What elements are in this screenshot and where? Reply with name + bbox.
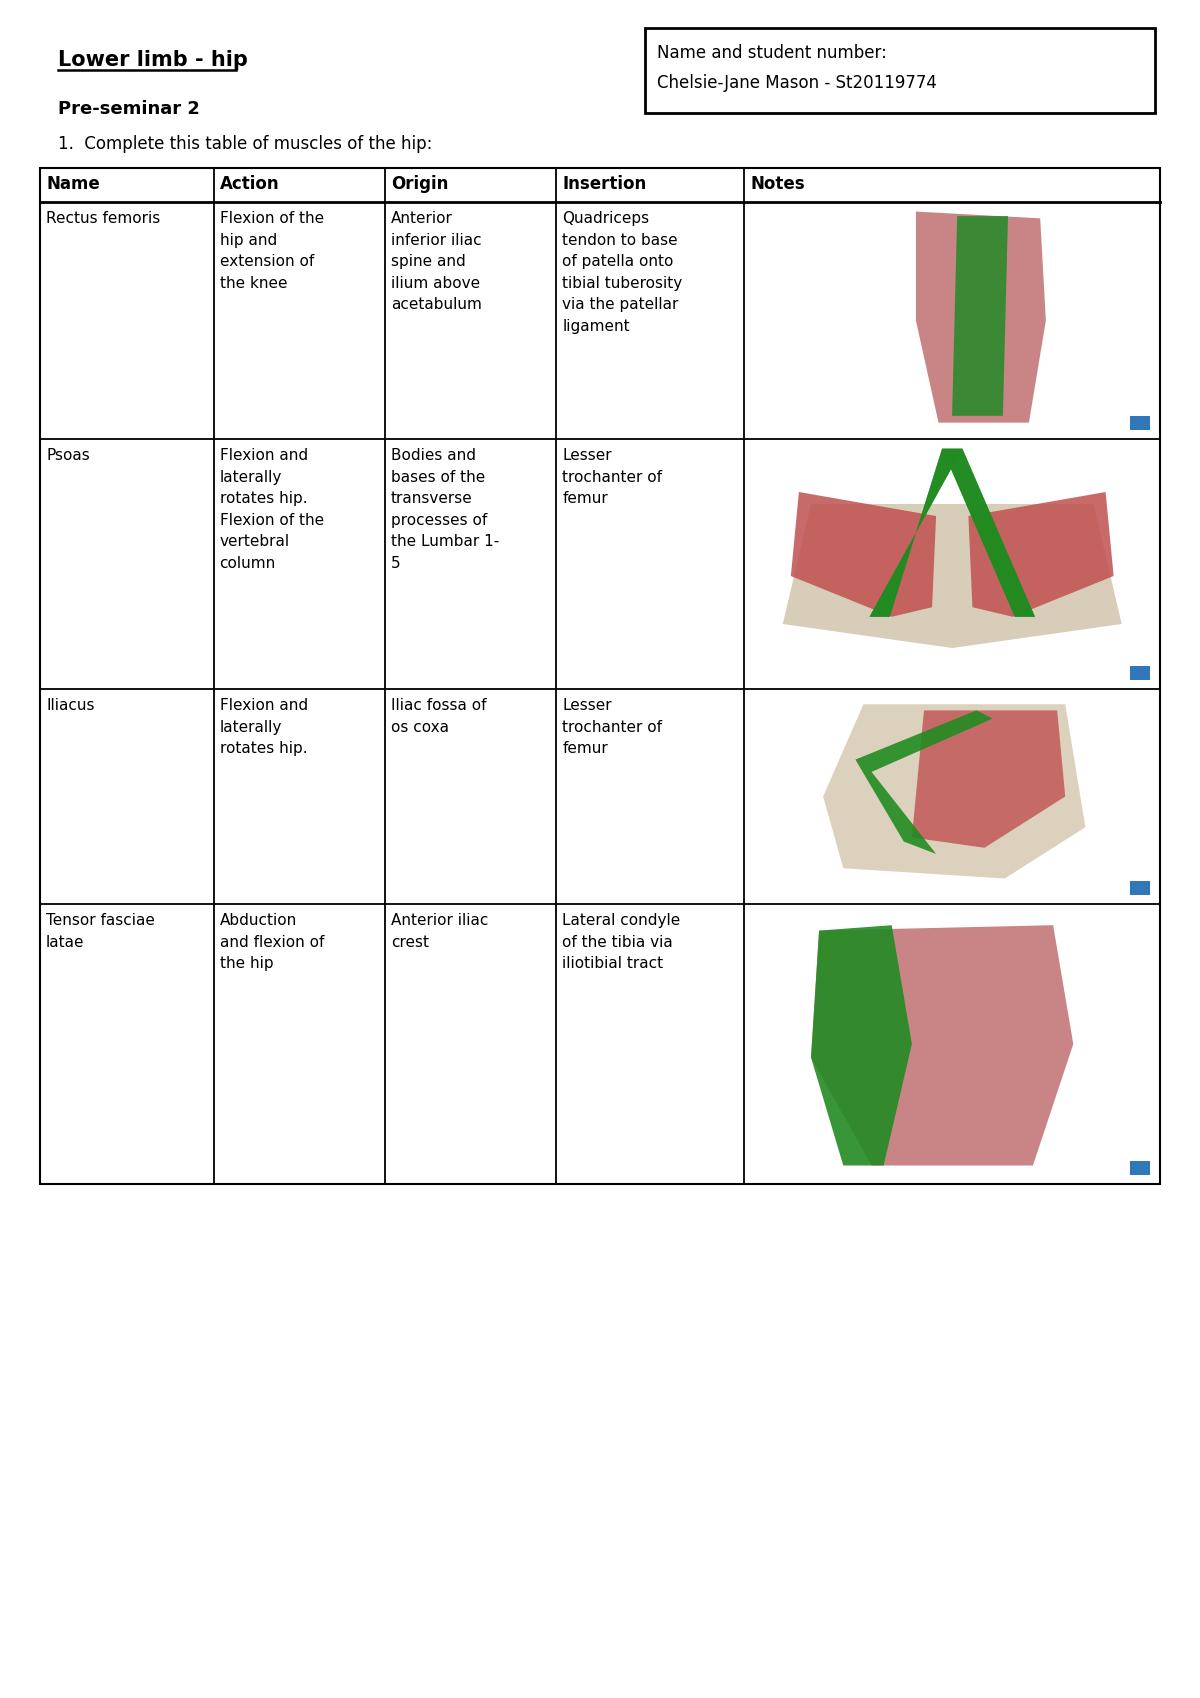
Polygon shape	[912, 710, 1066, 847]
Polygon shape	[942, 448, 1034, 616]
Polygon shape	[968, 492, 1114, 616]
Text: Iliac fossa of
os coxa: Iliac fossa of os coxa	[391, 698, 486, 735]
Text: Chelsie-Jane Mason - St20119774: Chelsie-Jane Mason - St20119774	[658, 75, 937, 92]
Text: Insertion: Insertion	[563, 175, 647, 194]
Bar	[646, 27, 1154, 114]
Bar	[750, 694, 1154, 898]
Polygon shape	[856, 710, 992, 854]
Text: Flexion and
laterally
rotates hip.: Flexion and laterally rotates hip.	[220, 698, 307, 756]
Bar	[1130, 666, 1150, 679]
Bar	[1130, 416, 1150, 430]
Bar	[1130, 881, 1150, 895]
Polygon shape	[870, 448, 962, 616]
Text: Notes: Notes	[750, 175, 805, 194]
Text: Lateral condyle
of the tibia via
iliotibial tract: Lateral condyle of the tibia via iliotib…	[563, 914, 680, 971]
Polygon shape	[823, 705, 1086, 878]
Bar	[1130, 1161, 1150, 1175]
Bar	[750, 207, 1154, 435]
Polygon shape	[811, 925, 912, 1165]
Text: Action: Action	[220, 175, 280, 194]
Text: Anterior iliac
crest: Anterior iliac crest	[391, 914, 488, 949]
Text: Psoas: Psoas	[46, 448, 90, 464]
Text: Iliacus: Iliacus	[46, 698, 95, 713]
Text: Name and student number:: Name and student number:	[658, 44, 887, 63]
Text: Tensor fasciae
latae: Tensor fasciae latae	[46, 914, 155, 949]
Bar	[40, 168, 1160, 1184]
Polygon shape	[942, 448, 1034, 616]
Text: Anterior
inferior iliac
spine and
ilium above
acetabulum: Anterior inferior iliac spine and ilium …	[391, 211, 482, 312]
Text: Rectus femoris: Rectus femoris	[46, 211, 161, 226]
Text: 1.  Complete this table of muscles of the hip:: 1. Complete this table of muscles of the…	[58, 136, 432, 153]
Text: Lesser
trochanter of
femur: Lesser trochanter of femur	[563, 698, 662, 756]
Polygon shape	[811, 925, 1073, 1165]
Polygon shape	[952, 216, 1008, 416]
Polygon shape	[791, 492, 936, 616]
Text: Abduction
and flexion of
the hip: Abduction and flexion of the hip	[220, 914, 324, 971]
Text: Origin: Origin	[391, 175, 449, 194]
Text: Name: Name	[46, 175, 100, 194]
Polygon shape	[870, 448, 962, 616]
Text: Lesser
trochanter of
femur: Lesser trochanter of femur	[563, 448, 662, 506]
Text: Lower limb - hip: Lower limb - hip	[58, 49, 248, 70]
Bar	[750, 443, 1154, 684]
Text: Bodies and
bases of the
transverse
processes of
the Lumbar 1-
5: Bodies and bases of the transverse proce…	[391, 448, 499, 571]
Text: Flexion and
laterally
rotates hip.
Flexion of the
vertebral
column: Flexion and laterally rotates hip. Flexi…	[220, 448, 324, 571]
Text: Pre-seminar 2: Pre-seminar 2	[58, 100, 200, 117]
Text: Quadriceps
tendon to base
of patella onto
tibial tuberosity
via the patellar
lig: Quadriceps tendon to base of patella ont…	[563, 211, 683, 335]
Bar	[750, 908, 1154, 1178]
Polygon shape	[916, 212, 1046, 423]
Text: Flexion of the
hip and
extension of
the knee: Flexion of the hip and extension of the …	[220, 211, 324, 290]
Polygon shape	[782, 504, 1122, 649]
